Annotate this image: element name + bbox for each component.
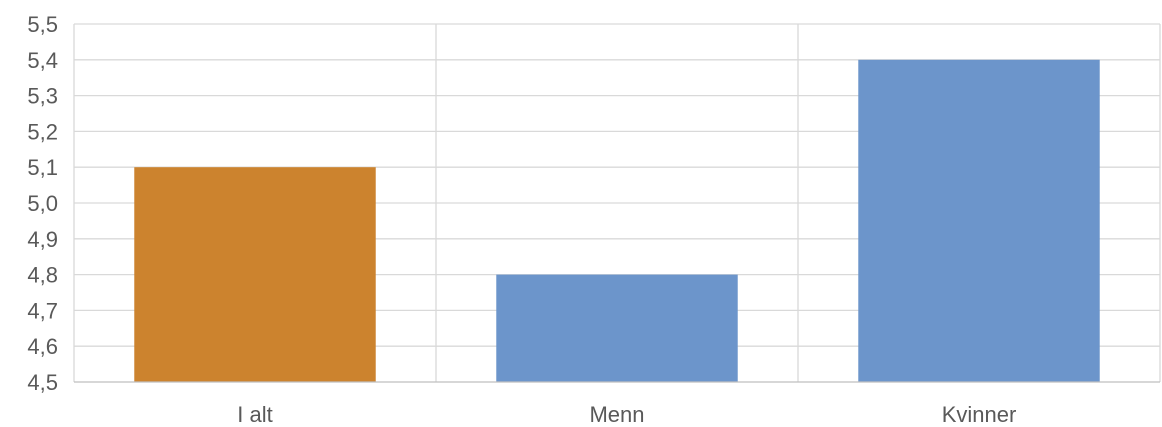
y-tick-label: 5,0 xyxy=(27,191,58,216)
x-axis-category-labels: I alt Menn Kvinner xyxy=(237,402,1016,427)
y-tick-label: 4,5 xyxy=(27,370,58,395)
bar xyxy=(134,167,376,382)
y-tick-label: 4,9 xyxy=(27,227,58,252)
y-tick-label: 5,3 xyxy=(27,84,58,109)
bar xyxy=(496,274,738,382)
x-tick-label: I alt xyxy=(237,402,272,427)
bars xyxy=(134,59,1100,383)
y-tick-label: 4,6 xyxy=(27,334,58,359)
y-tick-label: 5,4 xyxy=(27,48,58,73)
y-tick-label: 5,5 xyxy=(27,12,58,37)
x-tick-label: Kvinner xyxy=(942,402,1017,427)
y-tick-label: 4,7 xyxy=(27,298,58,323)
y-tick-label: 4,8 xyxy=(27,263,58,288)
x-tick-label: Menn xyxy=(589,402,644,427)
y-axis-tick-labels: 4,5 4,6 4,7 4,8 4,9 5,0 5,1 5,2 5,3 5,4 5,5 xyxy=(27,12,58,395)
y-tick-label: 5,1 xyxy=(27,155,58,180)
bar xyxy=(858,59,1100,383)
y-tick-label: 5,2 xyxy=(27,119,58,144)
